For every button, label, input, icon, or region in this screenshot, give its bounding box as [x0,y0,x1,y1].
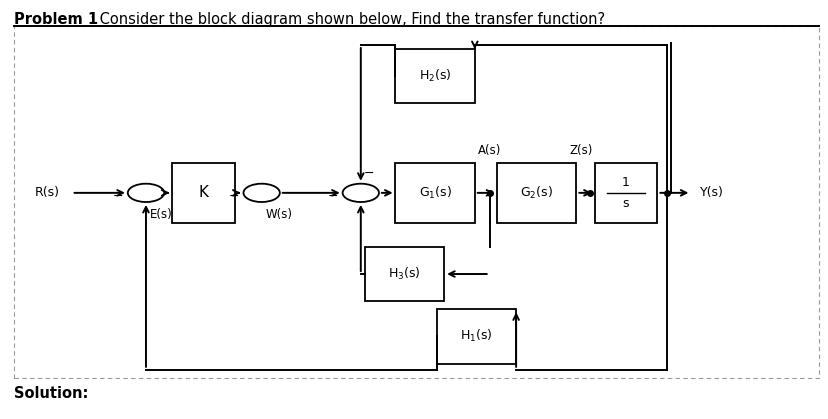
Text: R(s): R(s) [35,186,60,199]
Text: −: − [328,190,338,203]
Text: H$_1$(s): H$_1$(s) [460,328,492,344]
Text: W(s): W(s) [266,208,292,221]
Text: Solution:: Solution: [14,386,88,401]
Text: −: − [113,190,123,203]
Bar [172,163,235,223]
Text: H$_3$(s): H$_3$(s) [388,266,421,282]
Bar [14,26,818,378]
Text: s: s [622,197,628,210]
Bar [594,163,657,223]
Circle shape [243,184,280,202]
Text: H$_2$(s): H$_2$(s) [418,68,451,84]
Text: : Consider the block diagram shown below, Find the transfer function?: : Consider the block diagram shown below… [89,12,604,27]
Text: 1: 1 [621,176,629,189]
Circle shape [342,184,378,202]
Text: G$_1$(s): G$_1$(s) [418,185,451,201]
Text: Problem 1: Problem 1 [14,12,98,27]
Bar [395,163,474,223]
Text: K: K [199,185,209,200]
Text: E(s): E(s) [150,208,173,221]
Text: −: − [363,167,373,180]
Bar [497,163,575,223]
Text: G$_2$(s): G$_2$(s) [520,185,552,201]
Bar [436,309,516,364]
Bar [395,49,474,103]
Circle shape [128,184,164,202]
Text: A(s): A(s) [478,144,501,157]
Text: −: − [229,190,239,203]
Bar [364,247,444,301]
Text: Y(s): Y(s) [699,186,723,199]
Text: Z(s): Z(s) [569,144,592,157]
